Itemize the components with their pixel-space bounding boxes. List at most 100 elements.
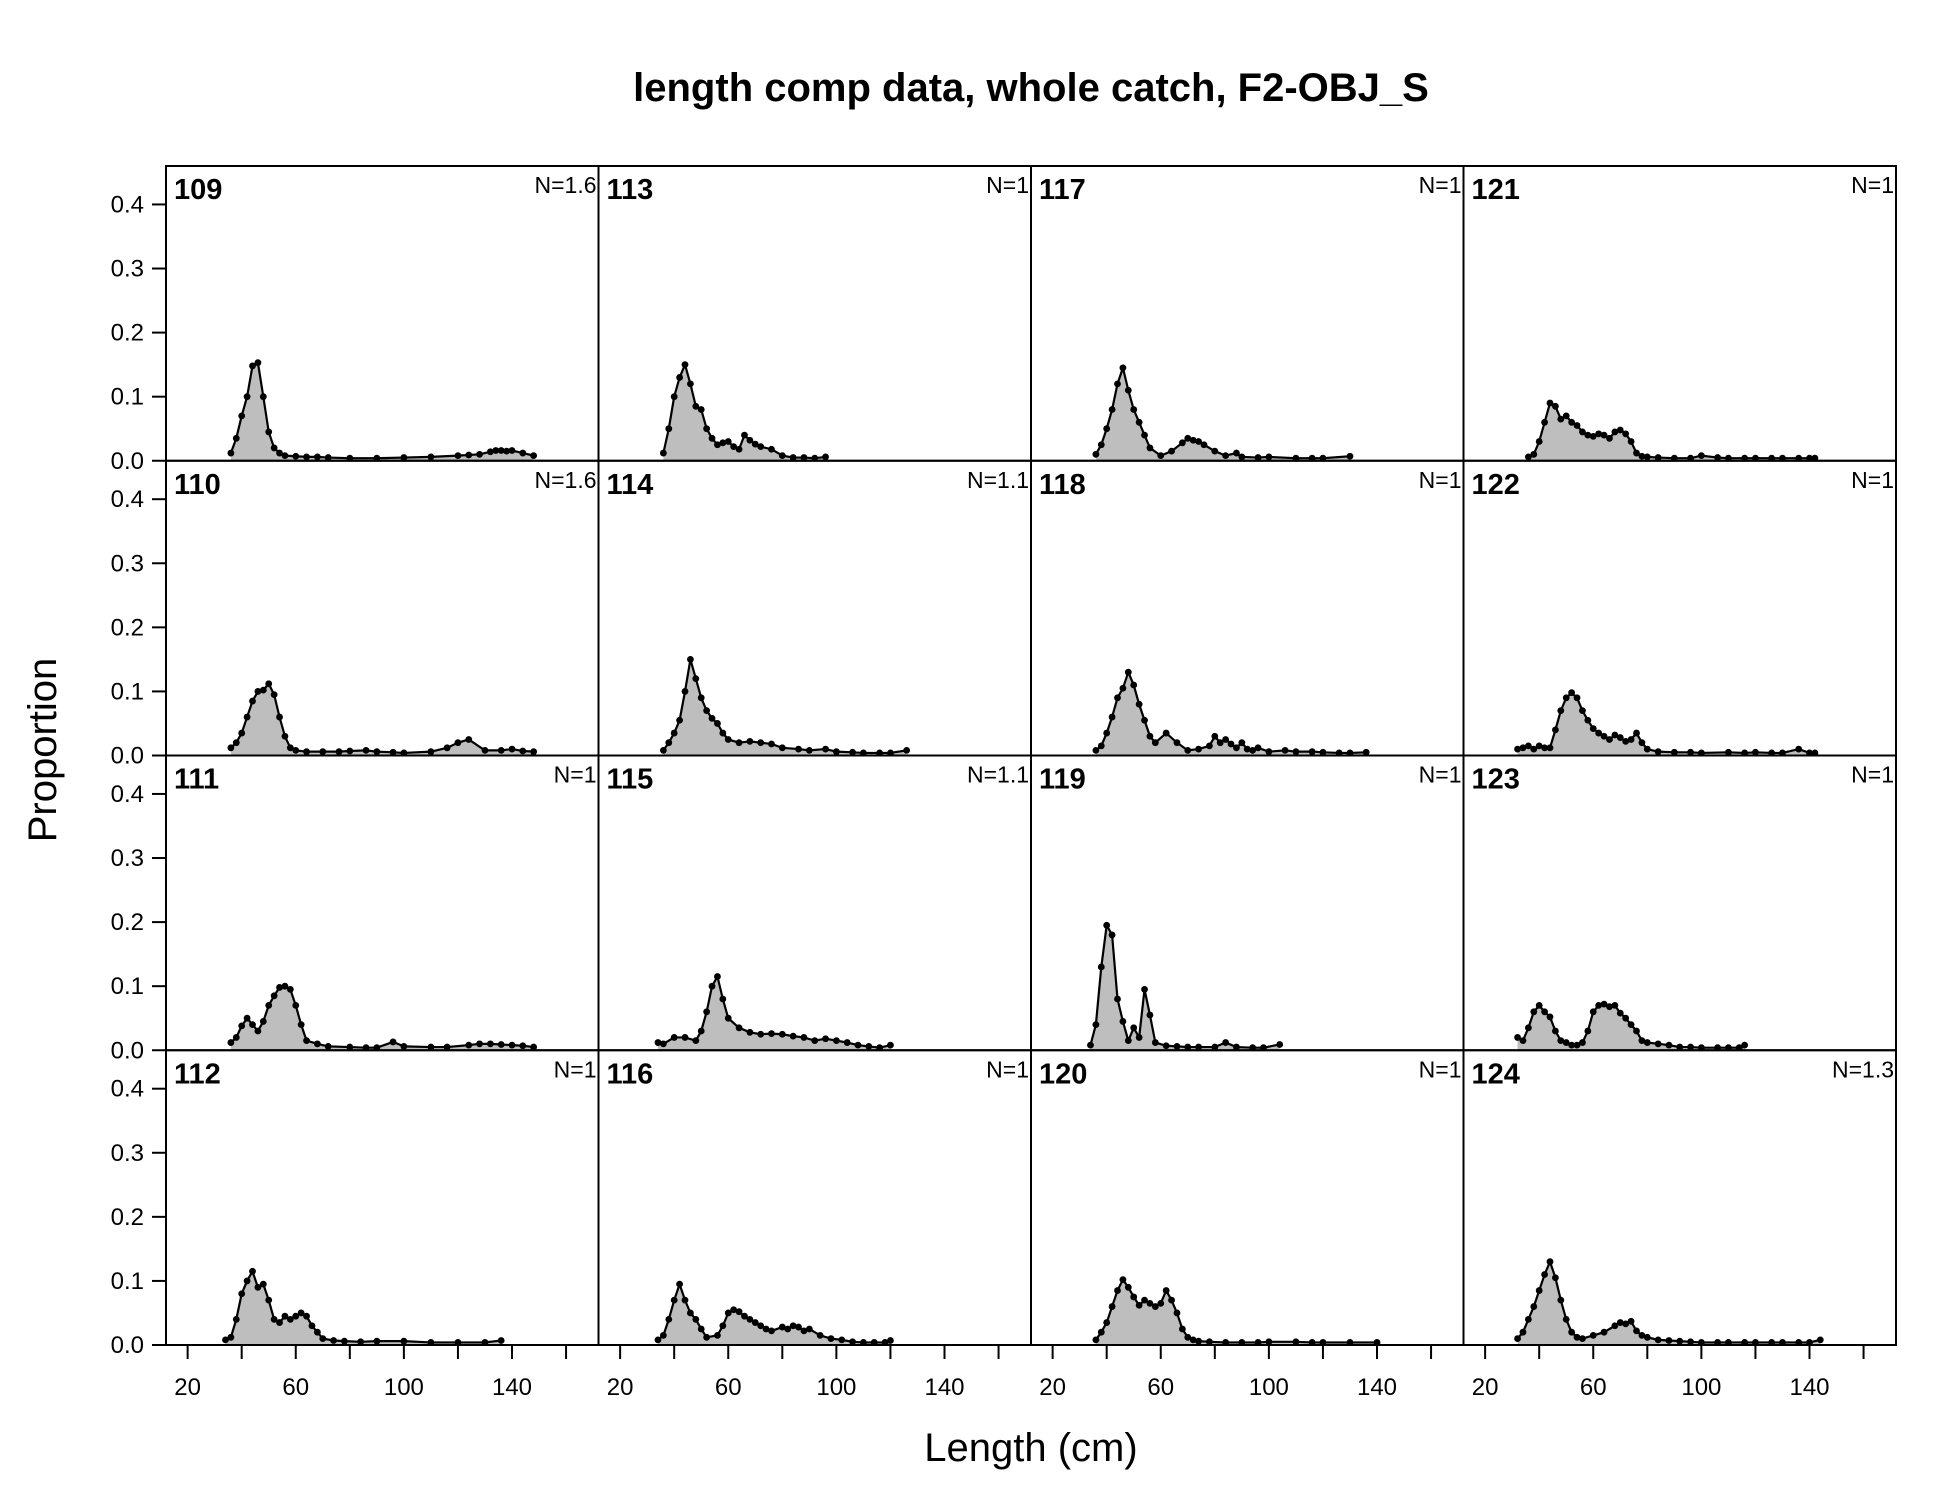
data-point: [1633, 449, 1640, 457]
panel-label: 122: [1472, 469, 1520, 501]
panel-118: 118 N=1: [1030, 459, 1465, 757]
data-point: [659, 1331, 667, 1339]
data-point: [373, 748, 381, 756]
panel-114: 114 N=1.1: [597, 459, 1032, 757]
data-point: [1622, 1320, 1630, 1328]
data-point: [687, 380, 694, 388]
data-point: [281, 732, 289, 740]
data-point: [1119, 684, 1127, 692]
data-point: [714, 1331, 721, 1339]
y-tick-label: 0.1: [111, 1268, 144, 1295]
panel-n-label: N=1.1: [967, 467, 1029, 493]
x-tick-label: 60: [1580, 1374, 1607, 1401]
data-point: [1195, 1337, 1202, 1345]
data-point: [730, 1306, 738, 1314]
y-tick-label: 0.0: [111, 448, 144, 475]
data-point: [400, 454, 408, 461]
data-point: [724, 736, 732, 743]
data-point: [1579, 1335, 1586, 1342]
data-point: [1697, 452, 1705, 460]
data-point: [1573, 1333, 1581, 1341]
data-point: [530, 452, 538, 460]
data-point: [1595, 729, 1603, 737]
data-point: [1627, 438, 1635, 445]
data-point: [735, 1024, 743, 1032]
y-tick-label: 0.2: [111, 909, 144, 936]
data-point: [789, 454, 797, 461]
data-point: [800, 1034, 808, 1041]
data-point: [1546, 744, 1554, 752]
data-point: [292, 452, 300, 460]
data-point: [757, 1030, 765, 1038]
data-point: [335, 748, 343, 756]
data-point: [1622, 1014, 1630, 1022]
x-axis-title: Length (cm): [924, 1426, 1137, 1470]
data-point: [465, 451, 473, 459]
data-point: [281, 452, 289, 460]
data-point: [303, 453, 310, 461]
data-point: [665, 425, 673, 433]
data-point: [238, 729, 246, 737]
data-point: [687, 655, 694, 663]
data-point: [1087, 1041, 1094, 1049]
data-point: [297, 1021, 305, 1029]
data-point: [757, 1322, 765, 1330]
data-point: [1589, 433, 1597, 440]
data-point: [849, 748, 856, 756]
y-tick-label: 0.4: [111, 1076, 144, 1103]
data-point: [735, 739, 743, 747]
data-point: [1654, 454, 1662, 461]
data-point: [1222, 1039, 1230, 1046]
panel-n-label: N=1.1: [967, 762, 1029, 788]
data-point: [476, 450, 483, 458]
data-point: [519, 747, 527, 755]
data-point: [308, 1322, 316, 1330]
data-point: [800, 1327, 808, 1335]
data-point: [1654, 748, 1662, 756]
data-point: [1562, 1315, 1570, 1323]
data-point: [276, 984, 283, 991]
data-point: [324, 454, 332, 461]
data-point: [292, 1002, 300, 1009]
data-point: [292, 1312, 300, 1320]
data-point: [292, 746, 300, 754]
data-point: [313, 453, 321, 461]
data-point: [1238, 739, 1246, 747]
data-point: [1130, 1293, 1138, 1301]
data-point: [1146, 1299, 1154, 1307]
data-point: [1643, 1333, 1651, 1341]
data-point: [249, 1021, 256, 1029]
data-point: [1238, 453, 1246, 461]
data-point: [1670, 748, 1678, 756]
data-point: [719, 1322, 727, 1330]
data-point: [697, 1325, 705, 1333]
data-point: [341, 1337, 348, 1345]
data-point: [1135, 700, 1143, 708]
data-point: [1552, 402, 1559, 410]
panel-113: 113 N=1: [597, 165, 1032, 462]
data-point: [1530, 1008, 1538, 1016]
data-point: [1265, 453, 1273, 461]
data-point: [1643, 745, 1651, 753]
data-point: [1114, 694, 1121, 702]
x-tick-label: 20: [607, 1374, 634, 1401]
data-point: [270, 444, 278, 452]
panels-layer: 109 N=1.6 0.0 0.1 0.2 0.3 0.4 110 N=1.6 0.0 0.1 0.2…: [111, 165, 1897, 1401]
data-point: [1557, 1296, 1565, 1304]
data-point: [1141, 985, 1148, 993]
data-point: [243, 393, 251, 401]
data-point: [703, 425, 711, 433]
data-point: [1573, 1041, 1581, 1049]
panel-border: [597, 165, 1032, 462]
data-point: [254, 359, 262, 367]
y-tick-label: 0.2: [111, 614, 144, 641]
series-area-122: [1517, 692, 1815, 756]
data-point: [1638, 1331, 1646, 1339]
series-area-117: [1095, 367, 1350, 461]
data-point: [443, 744, 451, 752]
data-point: [389, 1038, 397, 1046]
data-point: [1622, 738, 1630, 745]
data-point: [1546, 1258, 1554, 1266]
data-point: [324, 1043, 332, 1050]
data-point: [1541, 1271, 1548, 1278]
